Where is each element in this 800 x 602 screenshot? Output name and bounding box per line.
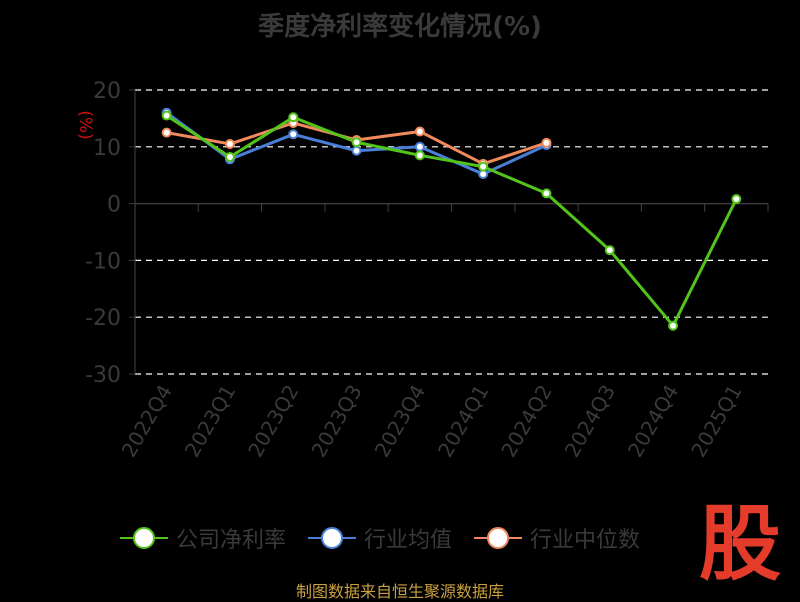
- x-tick-label: 2024Q3: [560, 381, 620, 462]
- data-point: [414, 150, 425, 161]
- data-point: [288, 129, 299, 140]
- legend-label-industry-median: 行业中位数: [530, 528, 641, 553]
- data-point: [478, 161, 489, 172]
- y-tick-label: 10: [93, 136, 121, 161]
- x-tick-label: 2023Q2: [243, 381, 303, 462]
- legend-label-company: 公司净利率: [176, 528, 287, 553]
- legend-marker-icon: [474, 526, 523, 550]
- data-point: [541, 188, 552, 199]
- data-point: [224, 138, 235, 149]
- x-tick-label: 2024Q1: [433, 381, 493, 462]
- y-tick-label: -30: [85, 363, 121, 388]
- data-point: [604, 245, 615, 256]
- x-tick-label: 2023Q4: [370, 381, 430, 462]
- data-point: [414, 141, 425, 152]
- legend-item-company[interactable]: 公司净利率: [120, 522, 286, 554]
- x-tick-label: 2022Q4: [117, 381, 177, 462]
- data-point: [161, 110, 172, 121]
- data-point: [351, 137, 362, 148]
- y-tick-label: -20: [85, 306, 121, 331]
- data-point: [731, 194, 742, 205]
- data-point: [288, 112, 299, 123]
- x-tick-label: 2024Q2: [496, 381, 556, 462]
- data-point: [351, 145, 362, 156]
- series-line: [165, 114, 738, 328]
- legend-marker-icon: [308, 526, 357, 550]
- y-tick-label: 20: [93, 79, 121, 104]
- x-tick-label: 2023Q1: [180, 381, 240, 462]
- data-point: [668, 320, 679, 331]
- data-point: [541, 137, 552, 148]
- data-point: [161, 127, 172, 138]
- chart-legend: 公司净利率 行业均值 行业中位数: [120, 520, 640, 556]
- data-point: [414, 126, 425, 137]
- y-axis-label: (%): [75, 110, 95, 139]
- data-source-note: 制图数据来自恒生聚源数据库: [295, 582, 504, 601]
- y-tick-label: -10: [85, 249, 121, 274]
- x-tick-label: 2024Q4: [623, 381, 683, 462]
- x-tick-label: 2025Q1: [686, 381, 746, 462]
- legend-item-industry-mean[interactable]: 行业均值: [308, 522, 452, 554]
- data-point: [224, 152, 235, 163]
- legend-marker-icon: [120, 526, 168, 550]
- y-tick-label: 0: [107, 193, 121, 218]
- x-tick-label: 2023Q3: [306, 381, 366, 462]
- legend-label-industry-mean: 行业均值: [364, 528, 453, 553]
- brand-logo: 股: [698, 497, 781, 592]
- legend-item-industry-median[interactable]: 行业中位数: [474, 522, 640, 554]
- chart-title: 季度净利率变化情况(%): [258, 12, 542, 42]
